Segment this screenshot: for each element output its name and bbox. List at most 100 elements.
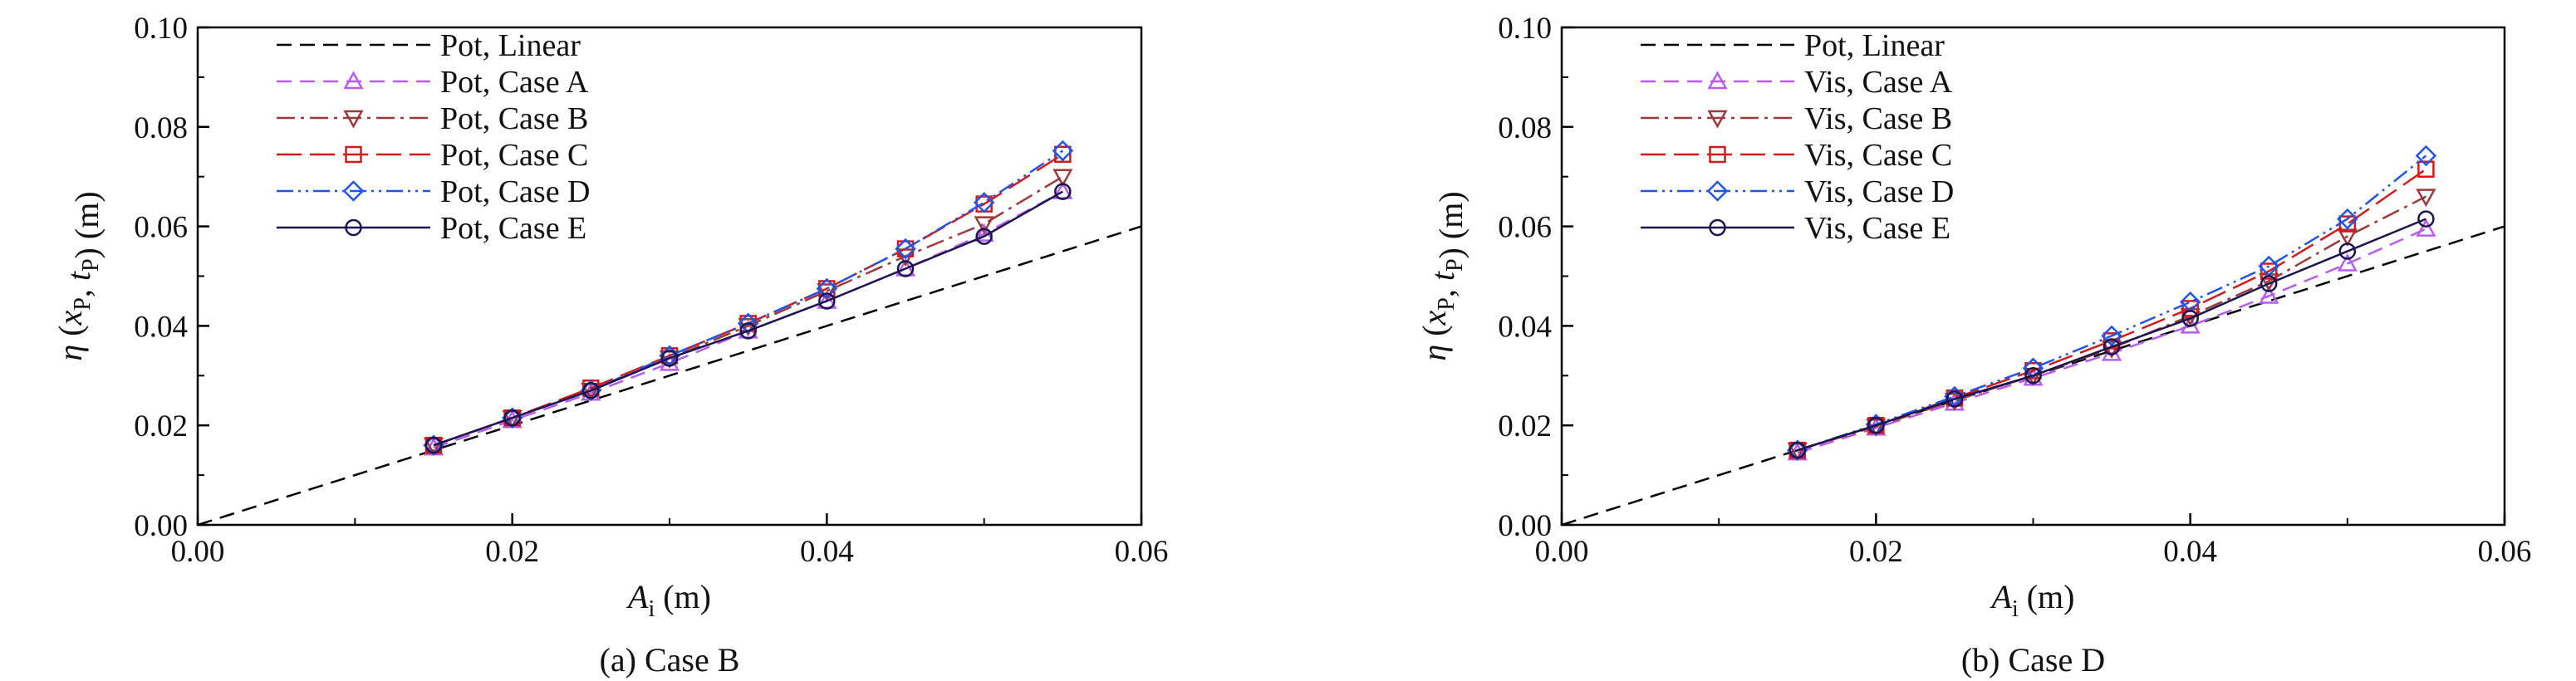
data-point bbox=[2337, 208, 2358, 230]
legend-label: Pot, Case C bbox=[440, 138, 588, 173]
legend-item: Vis, Case E bbox=[1641, 211, 1950, 246]
legend-marker bbox=[1707, 71, 1728, 90]
plot-frame bbox=[1560, 26, 2506, 527]
data-point bbox=[1052, 169, 1073, 188]
data-point bbox=[818, 280, 836, 297]
x-tick-label: 0.04 bbox=[2163, 535, 2217, 569]
legend-item: Pot, Case C bbox=[277, 138, 588, 173]
legend-label: Pot, Case E bbox=[440, 211, 586, 246]
legend-marker bbox=[342, 180, 365, 202]
data-point bbox=[660, 350, 679, 367]
data-point bbox=[974, 216, 994, 235]
y-tick-label: 0.04 bbox=[134, 310, 188, 344]
series-line bbox=[1797, 195, 2426, 452]
data-point bbox=[582, 382, 600, 399]
x-tick-label: 0.00 bbox=[1535, 535, 1589, 569]
y-axis-label: η (xP, tP) (m) bbox=[52, 191, 105, 360]
legend-label: Pot, Linear bbox=[440, 28, 581, 63]
x-tick-label: 0.06 bbox=[1115, 535, 1169, 569]
data-point bbox=[2181, 300, 2199, 317]
x-tick-label: 0.02 bbox=[485, 535, 539, 569]
chart-panel-2: 0.00 0.02 0.04 0.06 0.00 0.02 0.04 0.06 0.08 0.10… bbox=[1416, 12, 2531, 679]
y-tick-label: 0.08 bbox=[1498, 111, 1552, 145]
legend-marker bbox=[345, 145, 362, 164]
data-point bbox=[1054, 145, 1072, 163]
data-point bbox=[2103, 332, 2121, 350]
data-point bbox=[817, 283, 837, 302]
data-point bbox=[975, 228, 993, 245]
legend-label: Pot, Linear bbox=[1804, 28, 1945, 63]
data-point bbox=[2416, 218, 2436, 237]
panel-caption: (a) Case B bbox=[600, 641, 740, 679]
legend-marker bbox=[343, 71, 364, 90]
legend-item: Pot, Linear bbox=[277, 28, 581, 63]
data-point bbox=[737, 312, 759, 335]
data-point bbox=[2337, 252, 2358, 272]
legend-item: Pot, Case D bbox=[277, 174, 591, 209]
legend-marker bbox=[343, 110, 364, 129]
legend-item: Vis, Case A bbox=[1641, 65, 1953, 100]
data-point bbox=[2417, 210, 2435, 228]
series-6 bbox=[424, 183, 1072, 454]
data-point bbox=[896, 260, 915, 277]
y-tick-label: 0.06 bbox=[134, 211, 188, 245]
data-point bbox=[1054, 183, 1072, 200]
data-point bbox=[2415, 145, 2437, 167]
y-tick-label: 0.10 bbox=[1498, 12, 1552, 46]
legend-item: Pot, Case B bbox=[277, 101, 588, 136]
data-point bbox=[2260, 275, 2278, 292]
series-line bbox=[198, 225, 1141, 525]
series-6 bbox=[1788, 210, 2435, 459]
legend-label: Pot, Case B bbox=[440, 101, 588, 136]
legend-marker bbox=[1709, 218, 1726, 237]
x-tick-label: 0.00 bbox=[171, 535, 225, 569]
x-tick-label: 0.02 bbox=[1849, 535, 1903, 569]
data-point bbox=[2416, 189, 2436, 208]
legend-marker bbox=[1707, 110, 1728, 129]
y-tick-label: 0.10 bbox=[134, 12, 188, 46]
data-point bbox=[2260, 262, 2278, 280]
data-point bbox=[1788, 441, 1806, 459]
series-line bbox=[433, 190, 1063, 447]
legend-marker bbox=[345, 218, 362, 237]
legend-item: Vis, Case D bbox=[1641, 174, 1954, 209]
y-tick-label: 0.02 bbox=[1498, 409, 1552, 443]
legend-marker bbox=[1709, 145, 1726, 164]
legend-label: Vis, Case E bbox=[1804, 211, 1950, 246]
data-point bbox=[1945, 390, 1964, 408]
data-point bbox=[2024, 367, 2042, 385]
data-point bbox=[2337, 228, 2358, 247]
panel-caption: (b) Case D bbox=[1961, 641, 2105, 679]
data-point bbox=[739, 322, 757, 340]
legend-label: Vis, Case D bbox=[1804, 174, 1954, 209]
data-point bbox=[2338, 243, 2357, 260]
y-tick-label: 0.08 bbox=[134, 111, 188, 145]
data-point bbox=[2181, 310, 2199, 327]
legend-label: Pot, Case D bbox=[440, 174, 591, 209]
y-tick-label: 0.00 bbox=[134, 509, 188, 543]
data-point bbox=[895, 238, 916, 260]
x-tick-label: 0.06 bbox=[2478, 535, 2532, 569]
y-tick-label: 0.04 bbox=[1498, 310, 1552, 344]
legend-item: Pot, Case A bbox=[277, 65, 589, 100]
data-point bbox=[2103, 338, 2121, 355]
legend-label: Pot, Case A bbox=[440, 65, 589, 100]
data-point bbox=[2259, 285, 2279, 304]
legend-label: Vis, Case C bbox=[1804, 138, 1952, 173]
data-point bbox=[816, 277, 838, 300]
data-point bbox=[896, 240, 915, 257]
legend-item: Vis, Case C bbox=[1641, 138, 1952, 173]
legend-item: Pot, Case E bbox=[277, 211, 586, 246]
data-point bbox=[2417, 160, 2435, 178]
legend-label: Vis, Case A bbox=[1804, 65, 1953, 100]
data-point bbox=[973, 192, 995, 213]
data-point bbox=[1867, 416, 1885, 434]
legend-item: Pot, Linear bbox=[1641, 28, 1945, 63]
data-point bbox=[2022, 357, 2044, 380]
y-tick-label: 0.02 bbox=[134, 409, 188, 443]
series-line bbox=[1797, 218, 2426, 452]
data-point bbox=[503, 409, 521, 427]
x-axis-label: Ai (m) bbox=[626, 578, 711, 622]
